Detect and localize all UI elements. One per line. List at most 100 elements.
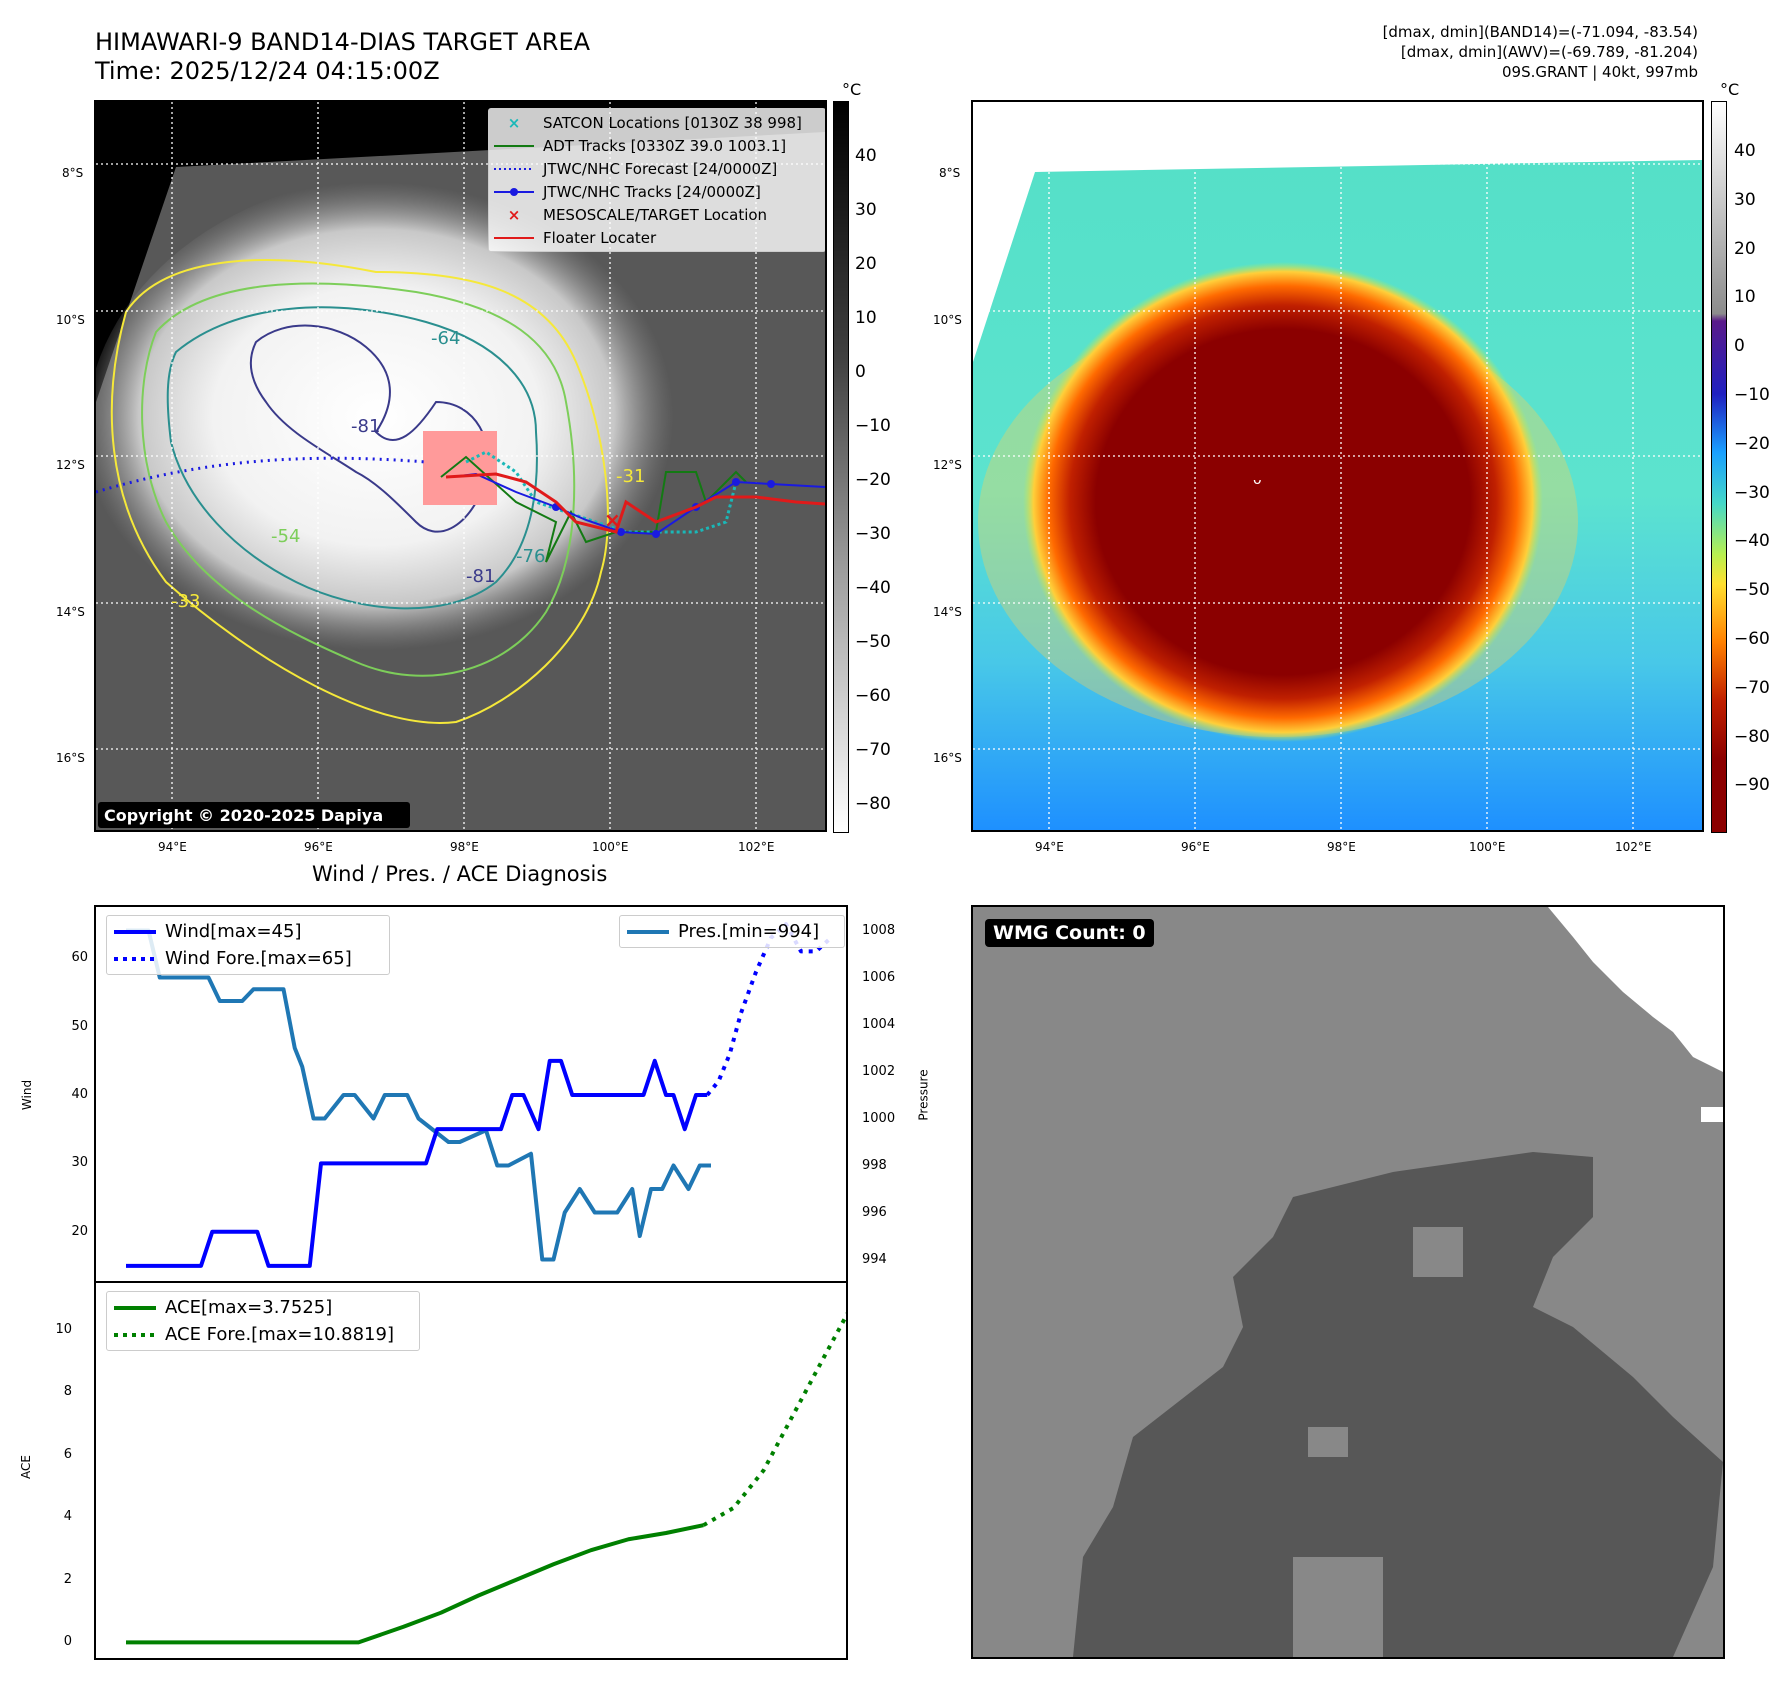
legend-adt: ADT Tracks [0330Z 39.0 1003.1] [493,134,821,157]
ace-y-tick: 6 [63,1446,72,1462]
wind-pressure-chart [126,922,833,1268]
lat-tick: 14°S [933,605,962,619]
colorbar1 [833,101,849,833]
colorbar2-tick: −60 [1734,629,1770,649]
pressure-line [126,928,711,1262]
wind-forecast-line [705,922,833,1097]
wmg-map [1073,907,1723,1657]
wmg-gap [1308,1427,1348,1457]
awv-map: ᴗ [973,102,1702,830]
copyright-text: Copyright © 2020-2025 Dapiya [104,806,383,825]
dotted-line-icon [113,1332,157,1338]
diagnosis-title: Wind / Pres. / ACE Diagnosis [312,862,608,886]
contour-label: -54 [271,526,300,547]
line-icon [493,143,535,149]
colorbar1-tick: 20 [855,254,877,274]
colorbar2-tick: −90 [1734,775,1770,795]
lon-tick: 100°E [592,840,629,854]
x-marker-icon: × [507,113,521,132]
center-marker: ᴗ [1253,472,1262,488]
band14-map-panel: -64 -81 -76 -81 -54 -31 -33 × Copyright … [94,100,827,832]
colorbar1-tick: −60 [855,686,891,706]
x-marker-icon: × [507,205,521,224]
wind-y-tick: 60 [71,950,88,966]
contour-teal [166,306,538,610]
wmg-dense-region [1073,1152,1723,1657]
colorbar2-tick: −20 [1734,434,1770,454]
line-icon [113,1305,157,1311]
wmg-panel: WMG Count: 0 [971,905,1725,1659]
colorbar1-tick: 10 [855,308,877,328]
pressure-y-tick: 994 [862,1251,887,1267]
pressure-axis-label: Pressure [916,1069,931,1121]
pressure-legend: Pres.[min=994] [619,915,845,948]
pressure-y-tick: 1006 [862,969,896,985]
contour-label: -33 [171,591,200,612]
wind-chart-panel: Wind[max=45] Wind Fore.[max=65] Pres.[mi… [94,905,848,1283]
wmg-gap [1293,1557,1383,1657]
colorbar1-unit: °C [842,80,862,99]
pressure-y-tick: 996 [862,1204,887,1220]
colorbar1-tick: −50 [855,632,891,652]
colorbar1-tick: −20 [855,470,891,490]
awv-map-panel: ᴗ [971,100,1704,832]
legend-wind-forecast: Wind Fore.[max=65] [113,945,383,972]
colorbar1-tick: −80 [855,794,891,814]
legend-target-location: × MESOSCALE/TARGET Location [493,203,821,226]
pressure-y-tick: 1004 [862,1016,896,1032]
colorbar1-tick: 40 [855,146,877,166]
lon-tick: 98°E [1327,840,1356,854]
legend-ace: ACE[max=3.7525] [113,1294,413,1321]
lat-tick: 8°S [62,166,84,180]
ace-legend: ACE[max=3.7525] ACE Fore.[max=10.8819] [106,1291,420,1351]
ace-y-tick: 10 [55,1321,72,1337]
legend-jtwc-forecast: JTWC/NHC Forecast [24/0000Z] [493,157,821,180]
dmax-awv: [dmax, dmin](AWV)=(-69.789, -81.204) [1400,43,1698,61]
copyright-badge [98,802,410,828]
floater-locater [445,472,825,534]
legend-pressure: Pres.[min=994] [626,918,838,945]
contour-green [141,282,576,677]
ace-forecast-line [702,1312,846,1527]
wind-y-tick: 40 [71,1087,88,1102]
adt-track [440,455,747,563]
pressure-y-tick: 998 [862,1157,887,1173]
contour-label: -81 [351,416,380,437]
line-dot-icon [493,187,535,197]
line-icon [626,929,670,935]
pressure-y-tick: 1002 [862,1063,896,1079]
lon-tick: 98°E [450,840,479,854]
ace-chart-panel: ACE[max=3.7525] ACE Fore.[max=10.8819] [94,1281,848,1660]
ace-axis-label: ACE [18,1455,33,1479]
colorbar2-tick: −30 [1734,483,1770,503]
lat-tick: 12°S [933,458,962,472]
legend-jtwc-tracks: JTWC/NHC Tracks [24/0000Z] [493,180,821,203]
wind-legend: Wind[max=45] Wind Fore.[max=65] [106,915,390,975]
line-icon [493,235,535,241]
ace-y-tick: 0 [63,1634,72,1650]
lon-tick: 94°E [158,840,187,854]
pressure-y-tick: 1008 [862,922,896,938]
colorbar1-tick: −30 [855,524,891,544]
lon-tick: 100°E [1469,840,1506,854]
contour-label: -81 [466,566,495,587]
colorbar1-tick: 30 [855,200,877,220]
wmg-clear-patch [1701,1107,1723,1122]
colorbar2-tick: 40 [1734,141,1756,161]
colorbar2-tick: −80 [1734,727,1770,747]
lon-tick: 94°E [1035,840,1064,854]
contour-yellow [110,259,609,724]
satcon-locations [465,450,738,534]
colorbar2-tick: −70 [1734,678,1770,698]
legend-wind: Wind[max=45] [113,918,383,945]
contour-label: -64 [431,328,460,349]
ace-y-tick: 4 [63,1509,72,1525]
wmg-clear-region [1548,907,1723,1072]
lat-tick: 12°S [56,458,85,472]
lon-tick: 96°E [304,840,333,854]
contour-label: -76 [516,546,545,567]
ace-y-tick: 8 [63,1384,72,1400]
lat-tick: 16°S [56,751,85,765]
colorbar2-tick: 30 [1734,190,1756,210]
cold-core [1023,262,1543,742]
